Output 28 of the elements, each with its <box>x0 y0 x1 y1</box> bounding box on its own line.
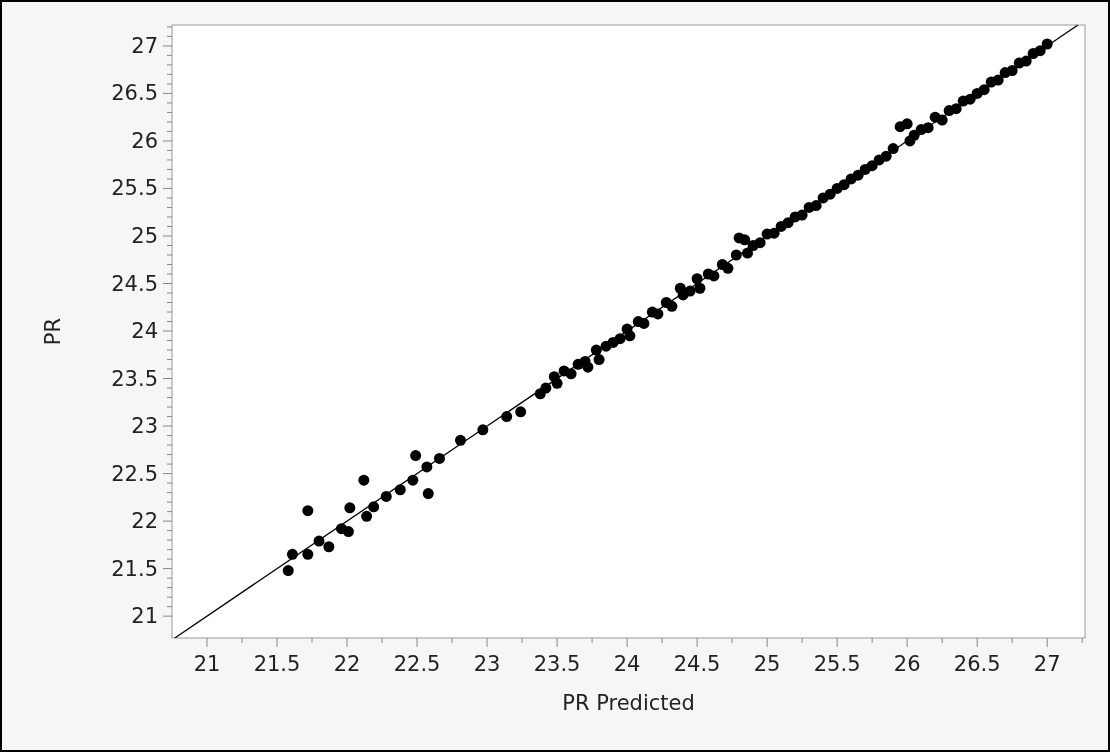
y-tick-label: 24 <box>131 319 158 344</box>
y-tick-label: 23.5 <box>111 366 158 391</box>
y-tick-label: 24.5 <box>111 271 158 296</box>
x-tick-label: 24.5 <box>673 652 721 676</box>
x-tick-label: 24 <box>613 652 641 676</box>
y-tick-label: 22 <box>131 509 158 534</box>
x-axis-title: PR Predicted <box>562 691 695 715</box>
x-tick-label: 25.5 <box>813 652 861 676</box>
x-tick-label: 21 <box>193 652 221 676</box>
x-tick-label: 23.5 <box>533 652 581 676</box>
x-tick-label: 22.5 <box>393 652 441 676</box>
y-tick-label: 23 <box>131 414 158 439</box>
x-tick-label: 25 <box>753 652 781 676</box>
x-tick-label: 22 <box>333 652 361 676</box>
y-axis-title: PR <box>41 317 65 346</box>
y-tick-label: 21 <box>131 604 158 629</box>
x-tick-label: 27 <box>1033 652 1061 676</box>
y-tick-label: 25 <box>131 223 158 248</box>
y-tick-label: 27 <box>131 33 158 58</box>
y-tick-label: 21.5 <box>111 556 158 581</box>
y-tick-label: 22.5 <box>111 461 158 486</box>
y-tick-label: 26.5 <box>111 81 158 106</box>
y-tick-label: 26 <box>131 128 158 153</box>
x-tick-label: 21.5 <box>253 652 301 676</box>
y-tick-label: 25.5 <box>111 176 158 201</box>
x-tick-label: 26 <box>893 652 921 676</box>
x-tick-label: 26.5 <box>953 652 1001 676</box>
x-tick-label: 23 <box>473 652 501 676</box>
